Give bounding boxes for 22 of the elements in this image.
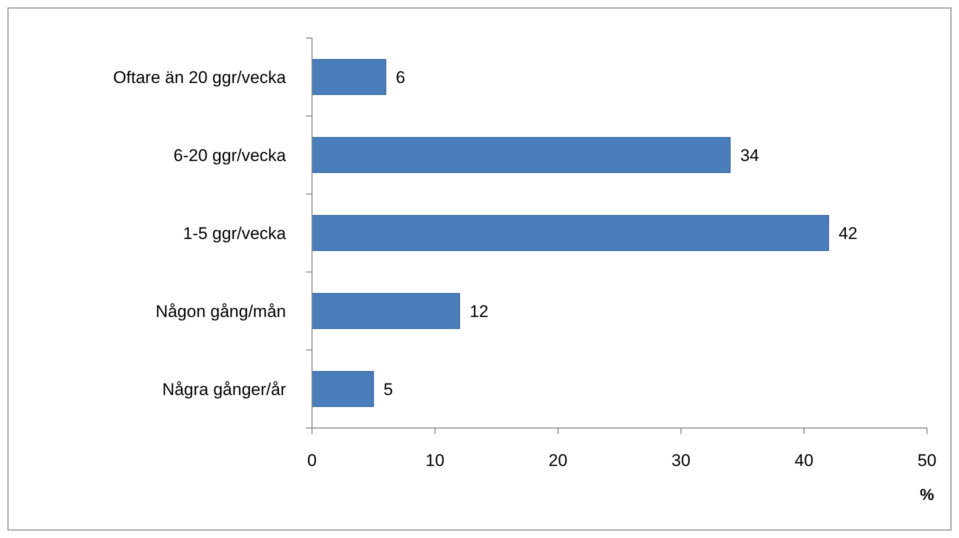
bar [312, 293, 460, 329]
y-tick-label: Någon gång/mån [156, 302, 286, 321]
data-label: 34 [740, 146, 760, 165]
x-tick-label: 40 [794, 451, 814, 470]
x-tick-label: 10 [426, 451, 444, 470]
bar [312, 59, 386, 95]
x-tick-label: 20 [548, 451, 568, 470]
y-tick-label: 1-5 ggr/vecka [183, 224, 287, 243]
x-tick-label: 30 [672, 451, 690, 470]
bar [312, 215, 829, 251]
y-tick-label: 6-20 ggr/vecka [174, 146, 287, 165]
data-label: 12 [470, 302, 489, 321]
data-label: 6 [396, 68, 406, 87]
x-tick-label: 50 [918, 451, 936, 470]
x-tick-label: 0 [307, 451, 317, 470]
y-tick-label: Oftare än 20 ggr/vecka [113, 68, 287, 87]
x-axis-title: % [920, 487, 934, 504]
data-label: 5 [384, 380, 393, 399]
bar [312, 137, 731, 173]
data-label: 42 [838, 224, 858, 243]
bar [312, 371, 374, 407]
y-tick-label: Några gånger/år [162, 380, 286, 399]
